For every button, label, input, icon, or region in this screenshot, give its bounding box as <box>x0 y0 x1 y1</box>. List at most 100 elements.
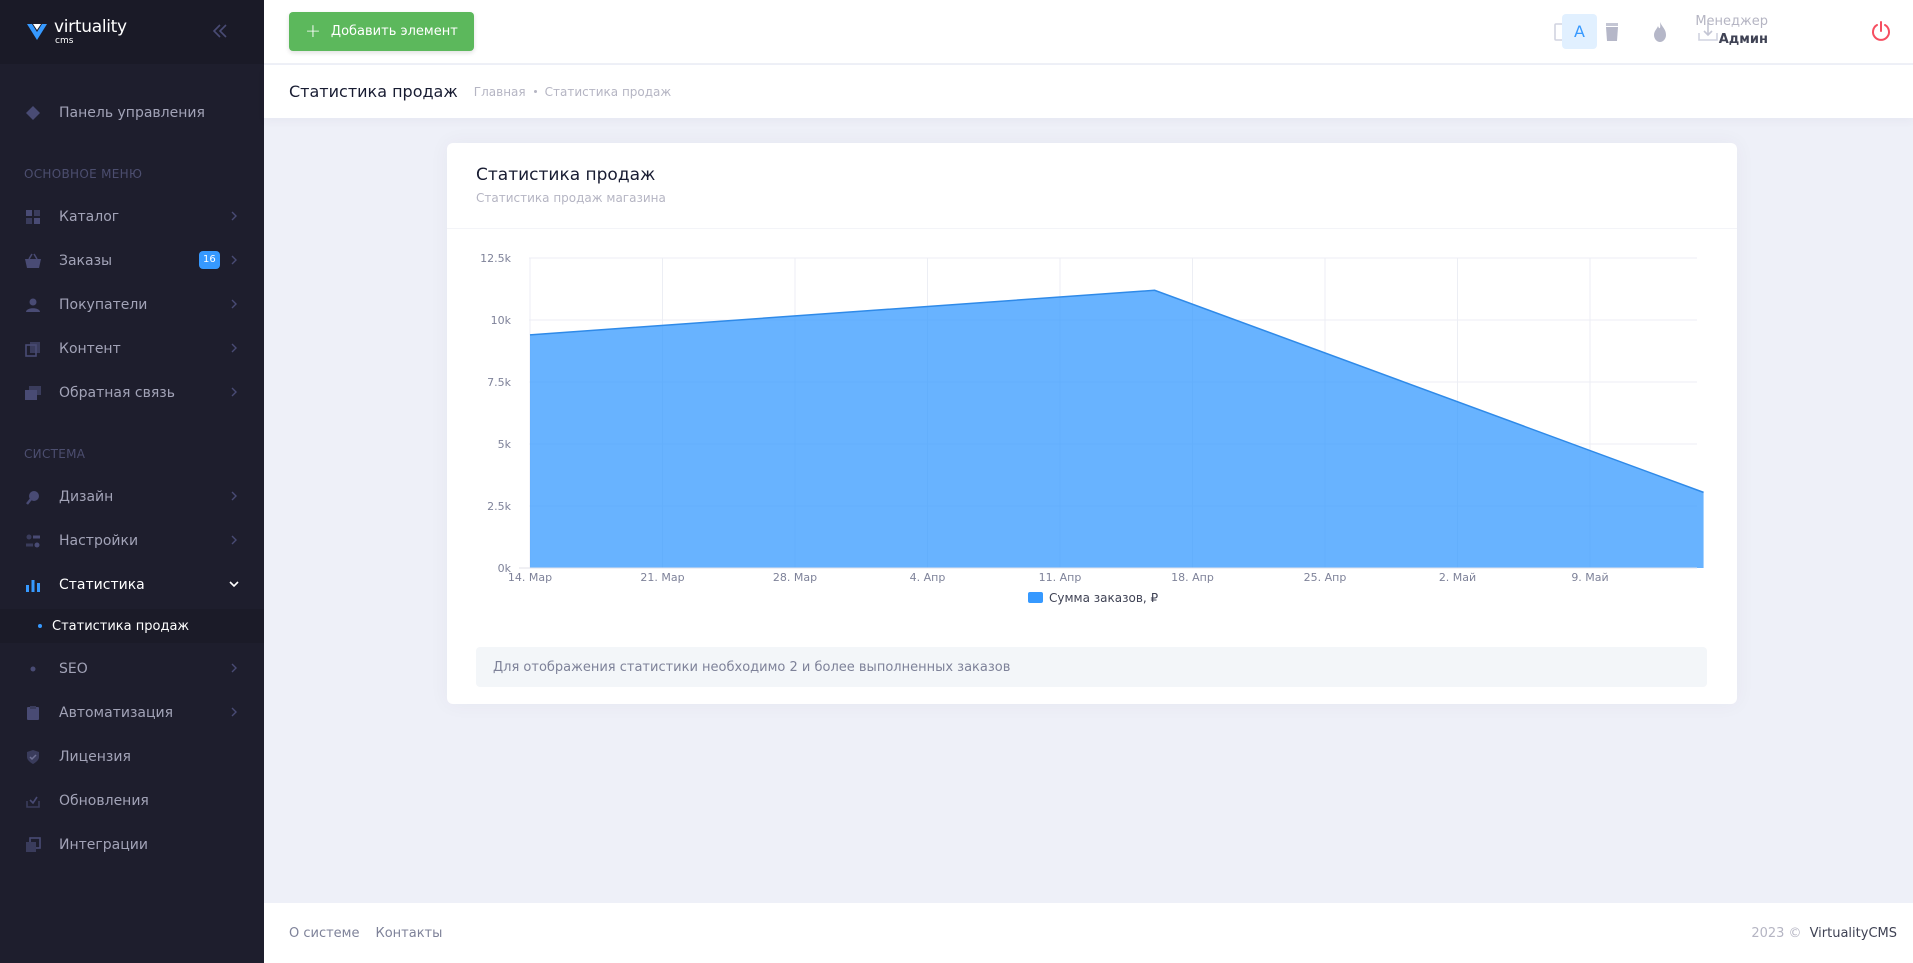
chevron-right-icon <box>231 387 237 397</box>
double-chevron-left-icon <box>212 24 227 38</box>
logo-icon <box>27 24 47 40</box>
sidebar-item-label: Обратная связь <box>59 385 175 401</box>
sidebar-item-customers[interactable]: Покупатели <box>0 285 264 325</box>
sidebar-item-label: Покупатели <box>59 297 148 313</box>
x-tick-label: 4. Апр <box>910 571 946 584</box>
chevron-down-icon <box>229 581 239 588</box>
footer-year: 2023 © <box>1751 925 1802 941</box>
breadcrumb-home[interactable]: Главная <box>473 84 526 99</box>
notice-message: Для отображения статистики необходимо 2 … <box>476 647 1707 687</box>
grid-icon <box>24 208 42 226</box>
seo-icon <box>24 660 42 678</box>
series-area <box>530 290 1704 568</box>
sidebar-item-label: Панель управления <box>59 105 205 121</box>
sidebar: virtuality cms Панель управления ОСНОВНО… <box>0 0 264 963</box>
plus-icon: + <box>305 20 321 42</box>
submenu-item-label: Статистика продаж <box>52 618 190 634</box>
sidebar-item-label: Заказы <box>59 253 113 269</box>
x-tick-label: 11. Апр <box>1039 571 1082 584</box>
settings-icon <box>24 532 42 550</box>
x-tick-label: 18. Апр <box>1171 571 1214 584</box>
x-tick-label: 25. Апр <box>1304 571 1347 584</box>
sidebar-item-label: Автоматизация <box>59 705 174 721</box>
cup-icon[interactable] <box>1600 20 1624 44</box>
logo-subtext: cms <box>55 35 74 46</box>
diamond-icon <box>24 104 42 122</box>
chevron-right-icon <box>231 299 237 309</box>
sidebar-item-settings[interactable]: Настройки <box>0 521 264 561</box>
add-element-label: Добавить элемент <box>330 24 458 39</box>
sidebar-item-label: Интеграции <box>59 837 148 853</box>
layers-icon <box>24 836 42 854</box>
add-element-button[interactable]: + Добавить элемент <box>289 12 474 51</box>
card-title: Статистика продаж <box>476 165 656 185</box>
fire-icon[interactable] <box>1648 20 1672 44</box>
sidebar-item-license[interactable]: Лицензия <box>0 737 264 777</box>
bullet-dot <box>38 624 42 628</box>
sidebar-header: virtuality cms <box>0 0 264 64</box>
breadcrumb: Главная Статистика продаж <box>474 85 671 99</box>
card-subtitle: Статистика продаж магазина <box>476 191 666 205</box>
sidebar-item-updates[interactable]: Обновления <box>0 781 264 821</box>
section-main-menu: ОСНОВНОЕ МЕНЮ <box>24 167 143 181</box>
chevron-right-icon <box>231 707 237 717</box>
sidebar-item-catalog[interactable]: Каталог <box>0 197 264 237</box>
footer: О системе Контакты 2023 © VirtualityCMS <box>264 903 1913 963</box>
avatar[interactable]: A <box>1562 14 1597 49</box>
basket-icon <box>24 252 42 270</box>
y-tick-label: 0k <box>498 562 512 575</box>
power-icon[interactable] <box>1870 20 1892 42</box>
chevron-right-icon <box>231 255 237 265</box>
topbar: + Добавить элемент Менеджер Админ A <box>264 0 1913 64</box>
sidebar-item-feedback[interactable]: Обратная связь <box>0 373 264 413</box>
sidebar-item-label: Лицензия <box>59 749 131 765</box>
submenu-item-sales-statistics[interactable]: Статистика продаж <box>0 609 264 643</box>
x-tick-label: 21. Мар <box>640 571 684 584</box>
x-tick-label: 2. Май <box>1439 571 1476 584</box>
x-tick-label: 28. Мар <box>773 571 817 584</box>
bar-chart-icon <box>24 576 42 594</box>
sidebar-item-integrations[interactable]: Интеграции <box>0 825 264 865</box>
sidebar-item-label: Статистика <box>59 577 145 593</box>
sidebar-item-content[interactable]: Контент <box>0 329 264 369</box>
page-title: Статистика продаж <box>289 82 458 101</box>
sidebar-item-design[interactable]: Дизайн <box>0 477 264 517</box>
orders-count-badge: 16 <box>199 251 220 269</box>
footer-link-contacts[interactable]: Контакты <box>375 925 443 941</box>
collapse-sidebar-button[interactable] <box>208 18 232 44</box>
breadcrumb-separator <box>533 90 537 93</box>
sidebar-item-statistics[interactable]: Статистика <box>0 565 264 605</box>
chevron-right-icon <box>231 343 237 353</box>
user-name: Админ <box>1718 32 1768 47</box>
y-tick-label: 2.5k <box>487 500 511 513</box>
clipboard-icon <box>24 704 42 722</box>
user-role: Менеджер <box>1695 14 1768 29</box>
y-tick-label: 7.5k <box>487 376 511 389</box>
section-system: СИСТЕМА <box>24 447 86 461</box>
user-info[interactable]: Менеджер Админ <box>1695 13 1768 49</box>
shield-check-icon <box>24 748 42 766</box>
sidebar-item-automation[interactable]: Автоматизация <box>0 693 264 733</box>
legend-swatch <box>1028 592 1043 603</box>
download-icon[interactable] <box>1696 20 1720 44</box>
footer-link-about[interactable]: О системе <box>289 925 360 941</box>
sidebar-item-seo[interactable]: SEO <box>0 649 264 689</box>
chevron-right-icon <box>231 211 237 221</box>
chevron-right-icon <box>231 535 237 545</box>
footer-brand[interactable]: VirtualityCMS <box>1809 925 1897 941</box>
sidebar-item-dashboard[interactable]: Панель управления <box>0 93 264 133</box>
download-check-icon <box>24 792 42 810</box>
sidebar-item-label: Дизайн <box>59 489 114 505</box>
pages-icon <box>24 340 42 358</box>
breadcrumb-current[interactable]: Статистика продаж <box>544 84 672 99</box>
sales-area-chart: 0k 2.5k 5k 7.5k 10k 12.5k 14. Мар 21. Мар 28. Ма… <box>480 252 1704 605</box>
sidebar-item-label: Настройки <box>59 533 139 549</box>
legend-label: Сумма заказов, ₽ <box>1049 591 1159 605</box>
sidebar-item-label: Обновления <box>59 793 149 809</box>
logo[interactable]: virtuality cms <box>26 18 127 46</box>
sidebar-item-orders[interactable]: Заказы 16 <box>0 241 264 281</box>
user-icon <box>24 296 42 314</box>
subheader: Статистика продаж Главная Статистика про… <box>264 65 1913 118</box>
brush-icon <box>24 488 42 506</box>
x-tick-label: 14. Мар <box>508 571 552 584</box>
